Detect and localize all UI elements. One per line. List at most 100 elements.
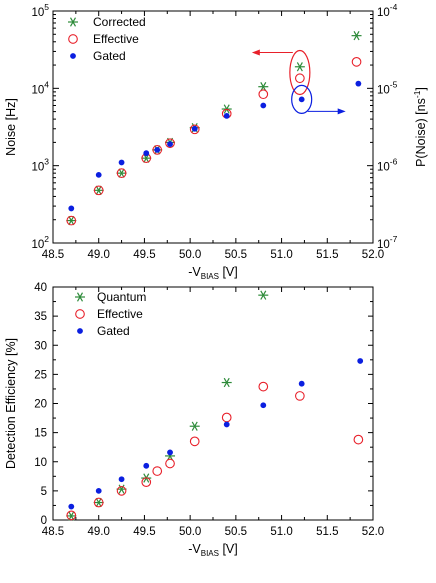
y-tick-label: 20: [34, 399, 47, 411]
legend-label: Effective: [97, 307, 143, 321]
y-axis-title: Noise [Hz]: [4, 98, 18, 156]
legend-marker: [77, 328, 83, 334]
data-point: [93, 497, 104, 508]
legend-marker: [70, 53, 76, 59]
x-tick-label: 50.5: [225, 249, 247, 261]
legend: Quantum Effective Gated: [75, 290, 146, 338]
red-ellipse: [289, 49, 311, 96]
x-axis-title: -VBIAS [V]: [188, 265, 238, 281]
legend-label: Corrected: [93, 15, 146, 29]
data-point: [189, 436, 200, 447]
data-point: [189, 421, 200, 431]
data-point: [66, 511, 77, 521]
x-tick-label: 51.5: [316, 526, 338, 538]
y-right-tick-label: 10-7: [377, 234, 398, 251]
y-right-tick-label: 10-6: [377, 157, 398, 174]
legend-label: Gated: [97, 324, 130, 338]
legend-label: Effective: [93, 32, 139, 46]
legend-marker: [75, 309, 85, 319]
data-point: [118, 476, 125, 483]
y-tick-label: 35: [34, 311, 47, 323]
y-tick-label: 40: [34, 282, 47, 294]
x-tick-label: 52.0: [362, 249, 384, 261]
data-point: [223, 421, 230, 428]
noise-chart: 48.5 49.0 49.5 50.0 50.5 51.0 51.5 52.010210310…: [4, 2, 428, 281]
data-point: [221, 377, 232, 388]
plot-frame: [52, 286, 374, 521]
data-point: [141, 477, 152, 487]
data-point: [152, 145, 163, 155]
data-point: [223, 113, 230, 119]
data-point: [93, 497, 104, 508]
x-tick-label: 52.0: [362, 526, 384, 538]
data-point: [95, 171, 102, 178]
series-effective: [66, 381, 364, 521]
data-point: [154, 146, 161, 153]
data-point: [118, 159, 125, 166]
data-point: [260, 402, 267, 409]
data-point: [298, 380, 305, 387]
x-tick-label: 49.5: [133, 526, 155, 538]
x-tick-label: 49.0: [88, 249, 110, 261]
y-tick-label: 104: [31, 79, 49, 96]
data-point: [260, 102, 267, 109]
data-point: [165, 138, 175, 149]
annotation-point: [298, 96, 305, 103]
data-point: [165, 458, 175, 469]
data-point: [116, 168, 127, 179]
axis-annotation: [251, 49, 346, 115]
legend-label: Quantum: [97, 290, 146, 304]
data-point: [295, 391, 305, 401]
red-arrow-head: [251, 49, 260, 56]
data-point: [116, 168, 127, 178]
data-point: [258, 290, 269, 300]
data-point: [143, 462, 150, 469]
x-tick-label: 51.5: [316, 249, 338, 261]
y-axis-title: Detection Efficiency [%]: [4, 338, 18, 469]
series-gated: [68, 358, 364, 510]
blue-circle: [291, 84, 313, 114]
data-point: [68, 503, 75, 510]
blue-arrow-head: [337, 108, 346, 115]
data-point: [95, 487, 102, 494]
x-axis-title: -VBIAS [V]: [188, 542, 238, 558]
data-point: [116, 486, 127, 496]
legend-marker: [68, 17, 78, 27]
data-point: [143, 150, 150, 157]
series-gated: [68, 80, 362, 212]
x-tick-label: 50.0: [179, 526, 201, 538]
y-tick-label: 0: [41, 515, 47, 527]
x-tick-label: 50.5: [225, 526, 247, 538]
data-point: [116, 484, 127, 494]
annotation-point: [294, 62, 305, 72]
data-point: [167, 141, 173, 148]
y-right-tick-label: 10-4: [377, 2, 398, 19]
y-tick-label: 25: [34, 369, 47, 381]
data-point: [66, 215, 77, 226]
x-tick-label: 51.0: [270, 526, 292, 538]
data-point: [353, 434, 364, 445]
y-tick-label: 5: [41, 486, 47, 498]
y-tick-label: 10: [34, 457, 47, 469]
data-point: [68, 205, 75, 212]
data-point: [258, 82, 269, 92]
x-tick-label: 49.0: [88, 526, 110, 538]
y-tick-label: 30: [34, 340, 47, 352]
data-point: [66, 510, 77, 521]
data-point: [66, 215, 77, 226]
legend-marker: [68, 34, 78, 44]
y-tick-label: 15: [34, 428, 47, 440]
data-point: [351, 57, 362, 67]
y-right-axis-title: P(Noise) [ns-1]: [412, 87, 428, 167]
data-point: [191, 125, 198, 132]
data-point: [93, 185, 104, 195]
data-point: [258, 89, 269, 100]
x-tick-label: 48.5: [42, 249, 64, 261]
legend-marker: [75, 292, 85, 302]
data-point: [221, 412, 232, 423]
x-tick-label: 51.0: [270, 249, 292, 261]
legend: Corrected Effective Gated: [68, 15, 146, 63]
annotation-point: [295, 73, 305, 84]
data-point: [355, 80, 362, 87]
